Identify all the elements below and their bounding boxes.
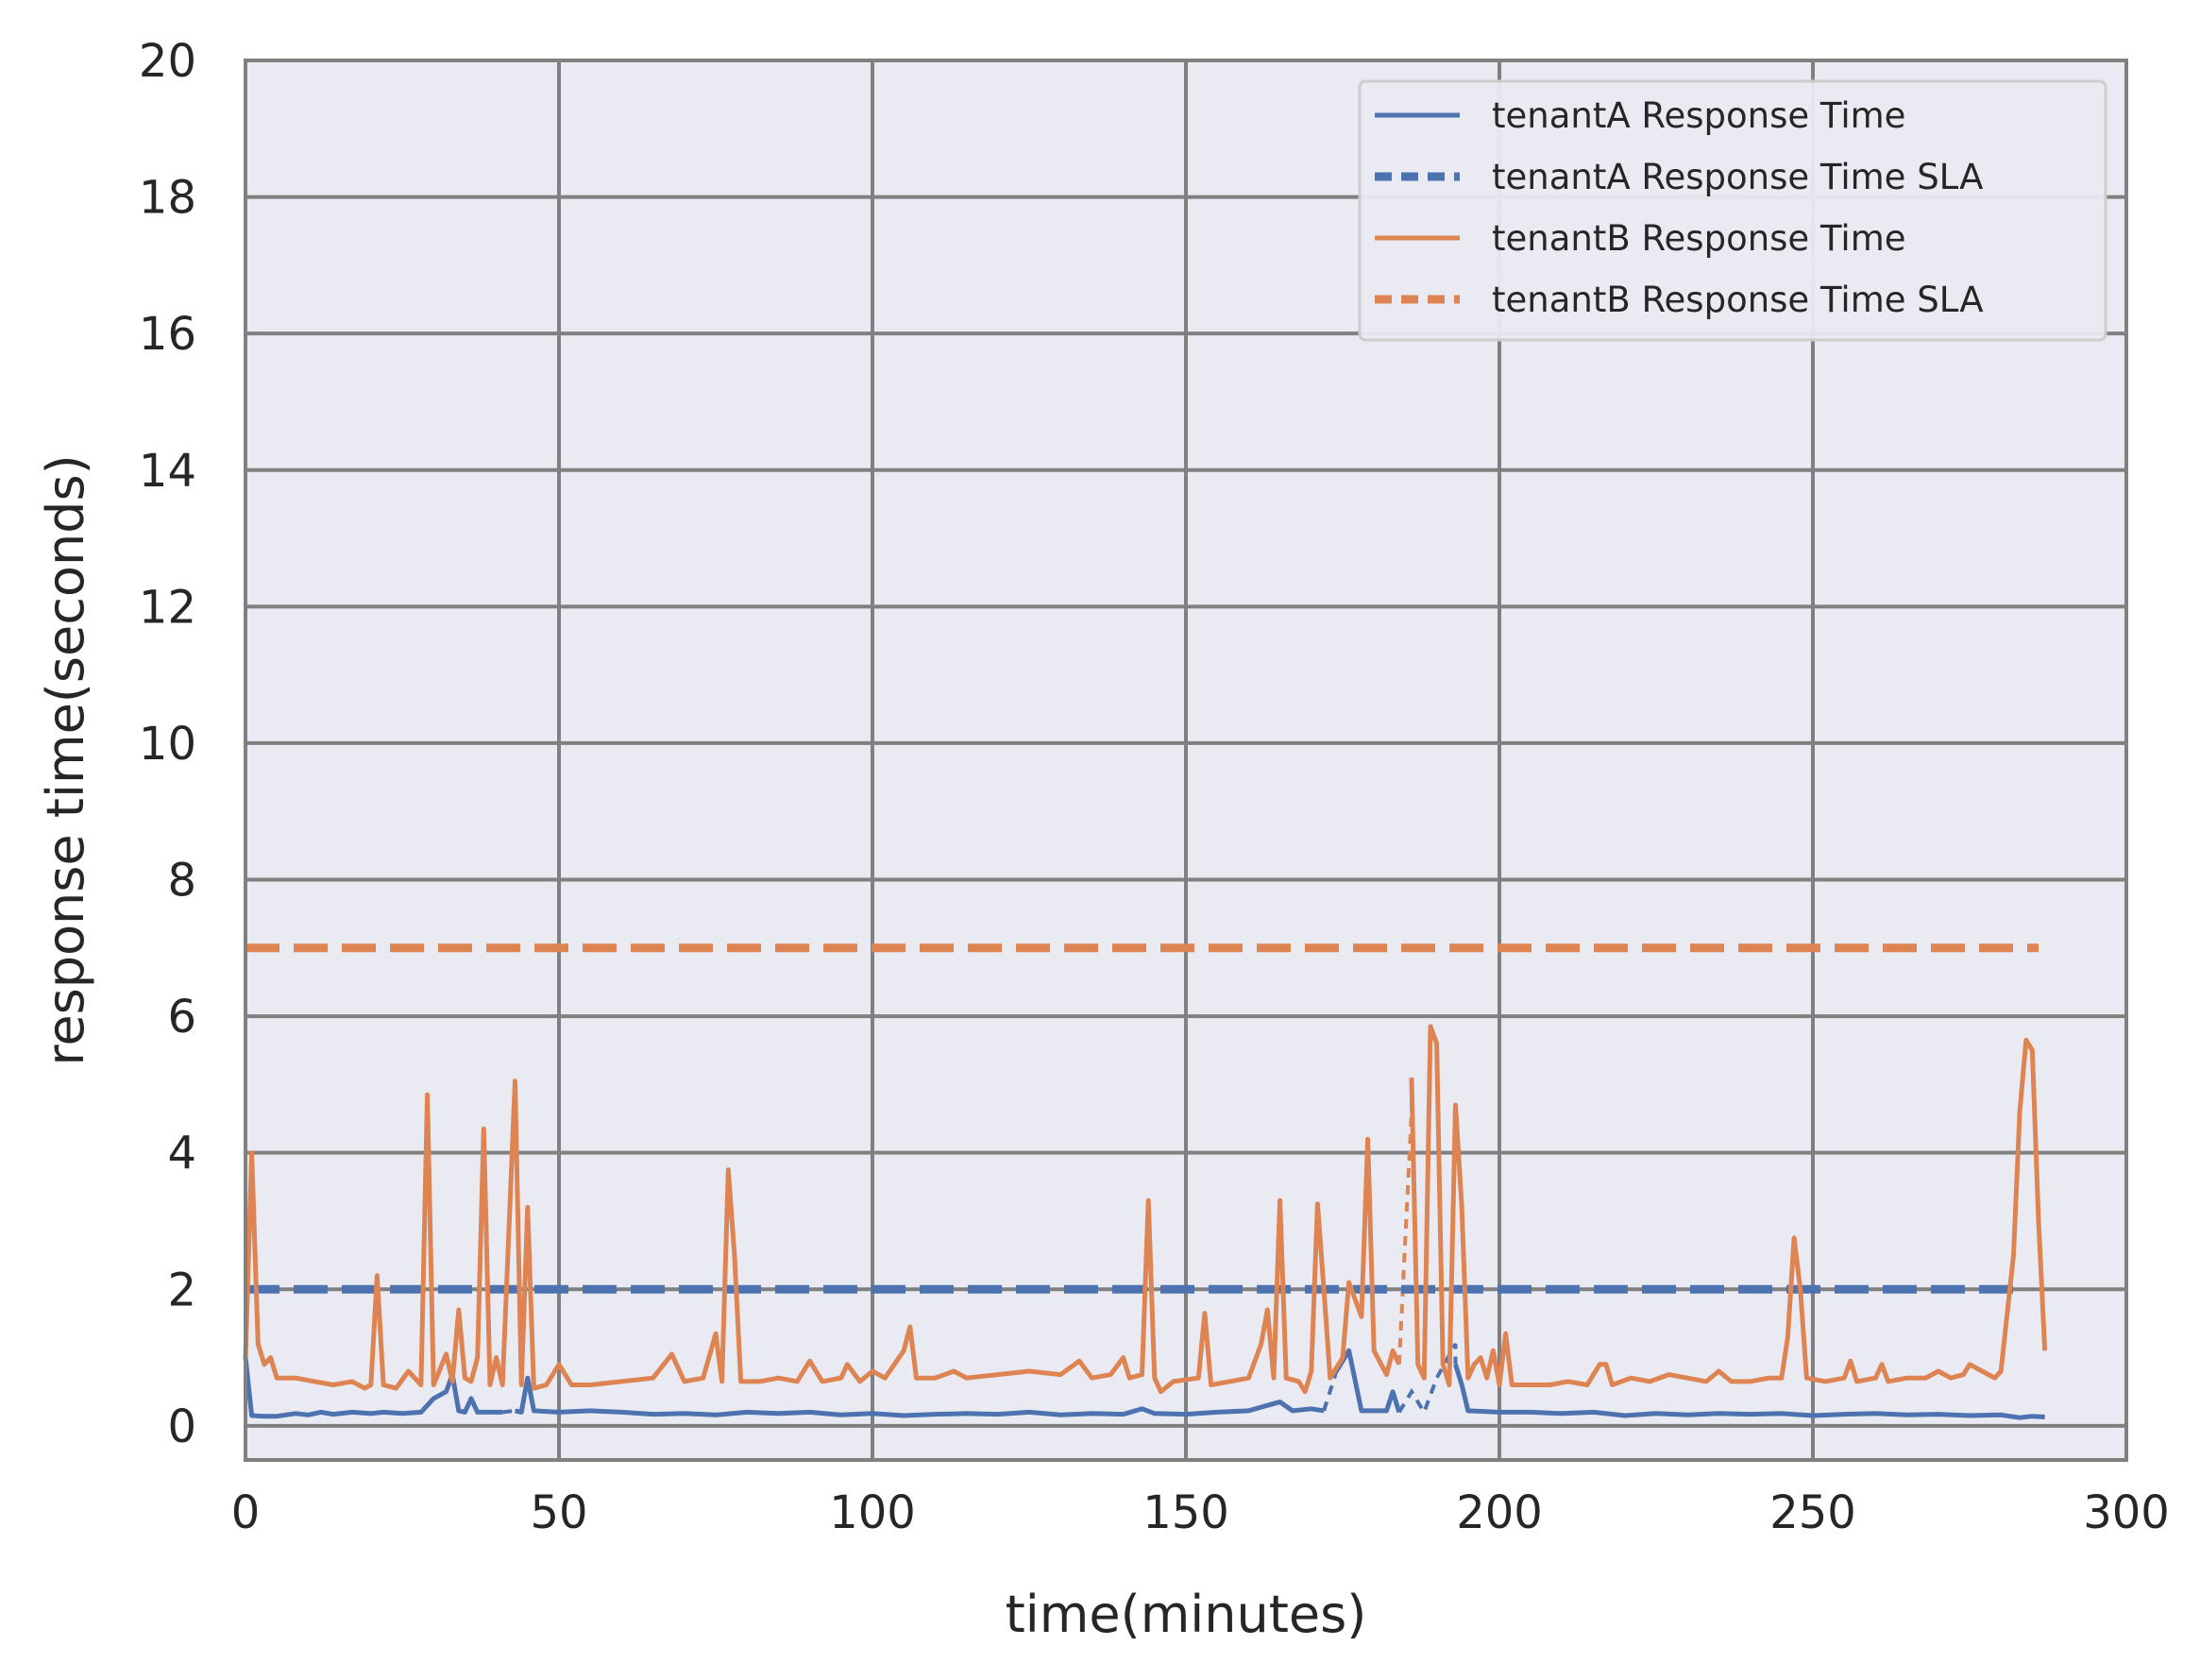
gap-connector [1322, 1370, 1339, 1412]
y-tick-label: 2 [167, 1264, 196, 1316]
series-line-3 [243, 1024, 2048, 1395]
gap-connector [501, 1408, 516, 1415]
y-tick-label: 0 [167, 1400, 196, 1453]
y-tick-label: 14 [139, 445, 196, 498]
legend-entry-label: tenantB Response Time [1492, 218, 1906, 259]
legend: tenantA Response Time tenantA Response Ti… [1358, 79, 2107, 342]
legend-entry-label: tenantA Response Time [1492, 95, 1905, 136]
legend-entry-label: tenantB Response Time SLA [1492, 280, 1984, 320]
y-tick-label: 16 [139, 308, 196, 361]
series-line-1 [243, 1348, 2045, 1420]
y-tick-label: 8 [167, 855, 196, 908]
x-tick-label: 250 [1769, 1486, 1856, 1539]
y-tick-label: 10 [139, 718, 196, 771]
legend-box [1358, 79, 2107, 342]
tick-labels: 0 50 100 150 200 250 300 0 2 4 6 8 10 12 14 16 18 20 [139, 35, 2170, 1539]
x-tick-label: 50 [530, 1486, 587, 1539]
x-tick-label: 100 [829, 1486, 916, 1539]
y-tick-label: 20 [139, 35, 196, 88]
x-tick-label: 150 [1142, 1486, 1229, 1539]
x-tick-label: 200 [1456, 1486, 1543, 1539]
y-tick-label: 12 [139, 581, 196, 634]
x-axis-label: time(minutes) [1006, 1585, 1367, 1644]
gap-connector [1397, 1343, 1458, 1417]
y-tick-label: 6 [167, 991, 196, 1044]
plot-frame [244, 59, 2128, 1462]
series-layer [243, 943, 2048, 1420]
x-tick-label: 0 [231, 1486, 261, 1539]
x-tick-label: 300 [2083, 1486, 2170, 1539]
y-tick-label: 18 [139, 172, 196, 225]
y-tick-label: 4 [167, 1128, 196, 1180]
y-axis-label: response time(seconds) [36, 454, 95, 1065]
legend-entry-label: tenantA Response Time SLA [1492, 157, 1983, 197]
